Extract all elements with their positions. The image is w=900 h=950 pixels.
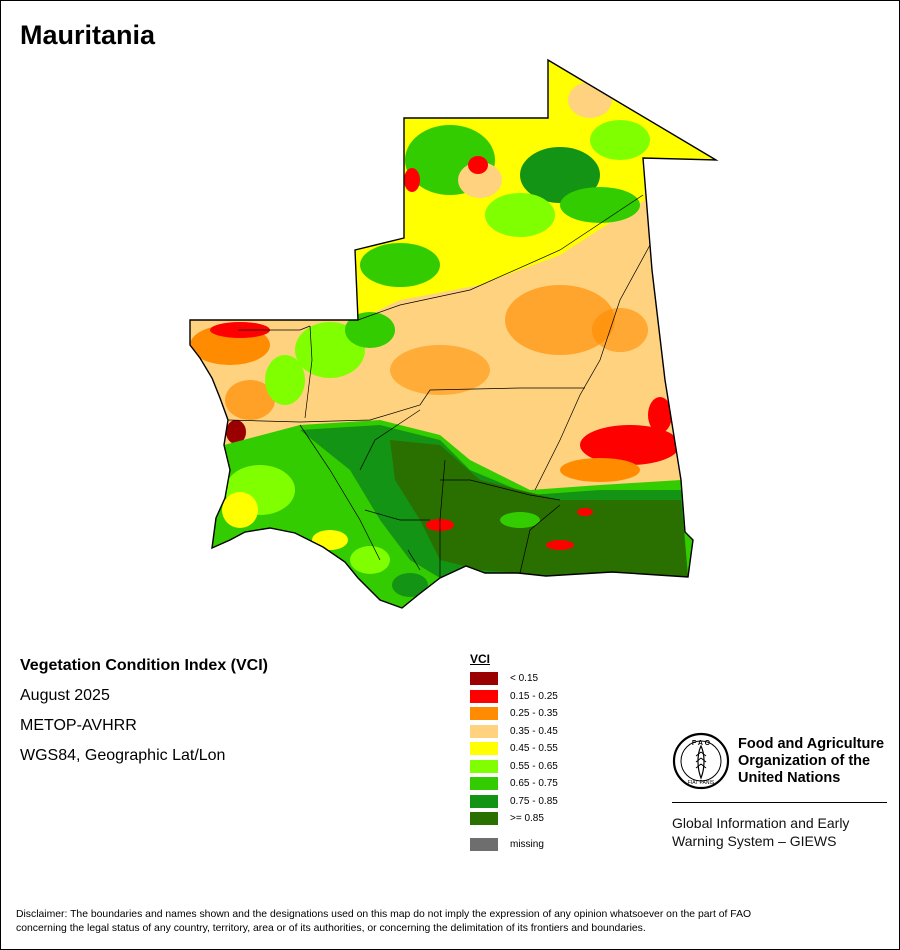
vci-map [189, 59, 717, 609]
fao-name-line: Food and Agriculture [738, 735, 885, 752]
legend-label: >= 0.85 [510, 813, 544, 824]
legend-swatch [470, 707, 498, 720]
fao-name-line: Organization of the [738, 752, 871, 769]
fao-emblem-letters: F A O [692, 740, 711, 747]
sensor: METOP-AVHRR [20, 717, 137, 734]
disclaimer-line: Disclaimer: The boundaries and names sho… [16, 909, 752, 920]
fao-emblem-motto: FIAT PANIS [688, 780, 715, 786]
legend-label: missing [510, 839, 544, 850]
legend-item: 0.15 - 0.25 [470, 688, 558, 705]
legend-label: 0.75 - 0.85 [510, 795, 558, 807]
fao-divider [672, 802, 887, 803]
legend-label: 0.15 - 0.25 [510, 690, 558, 702]
legend-swatch [470, 689, 498, 703]
legend-label: 0.35 - 0.45 [510, 725, 558, 737]
giews-text: Global Information and Early Warning Sys… [672, 814, 888, 850]
fao-name-line: United Nations [738, 769, 841, 786]
legend-swatch [470, 838, 498, 851]
legend-item: 0.45 - 0.55 [470, 740, 558, 757]
legend-item: 0.75 - 0.85 [470, 793, 558, 810]
disclaimer-line: concerning the legal status of any count… [16, 923, 646, 934]
legend-swatch [470, 759, 498, 773]
legend-item: 0.25 - 0.35 [470, 705, 558, 722]
legend-label: < 0.15 [510, 673, 539, 684]
legend-swatch [470, 672, 498, 685]
fao-name: Food and Agriculture Organization of the… [738, 736, 884, 787]
legend-swatch [470, 724, 498, 738]
legend-label: 0.25 - 0.35 [510, 708, 558, 719]
map-info: Vegetation Condition Index (VCI) August … [20, 656, 268, 776]
fao-emblem-icon: F A O FIAT PANIS [672, 732, 730, 790]
legend-swatch [470, 777, 498, 790]
projection: WGS84, Geographic Lat/Lon [20, 747, 226, 764]
fao-logo-block: F A O FIAT PANIS Food and Agriculture Or… [672, 732, 888, 850]
legend-item: 0.55 - 0.65 [470, 758, 558, 775]
legend-swatch [470, 794, 498, 808]
legend-title: VCI [470, 652, 491, 666]
legend-swatch [470, 812, 498, 825]
period: August 2025 [20, 687, 110, 704]
legend-item: < 0.15 [470, 670, 558, 687]
legend-item-missing: missing [470, 836, 558, 853]
giews-line: Warning System – GIEWS [672, 833, 837, 849]
legend-label: 0.45 - 0.55 [510, 743, 558, 754]
legend-item: >= 0.85 [470, 810, 558, 827]
legend-label: 0.55 - 0.65 [510, 760, 558, 772]
legend-item: 0.65 - 0.75 [470, 775, 558, 792]
giews-line: Global Information and Early [672, 815, 850, 831]
product-name: Vegetation Condition Index (VCI) [20, 657, 268, 674]
legend-item: 0.35 - 0.45 [470, 723, 558, 740]
legend: VCI < 0.15 0.15 - 0.25 0.25 - 0.35 0.35 … [470, 652, 558, 854]
legend-label: 0.65 - 0.75 [510, 778, 558, 789]
legend-swatch [470, 742, 498, 755]
disclaimer: Disclaimer: The boundaries and names sho… [16, 908, 886, 936]
map-title: Mauritania [20, 20, 156, 50]
